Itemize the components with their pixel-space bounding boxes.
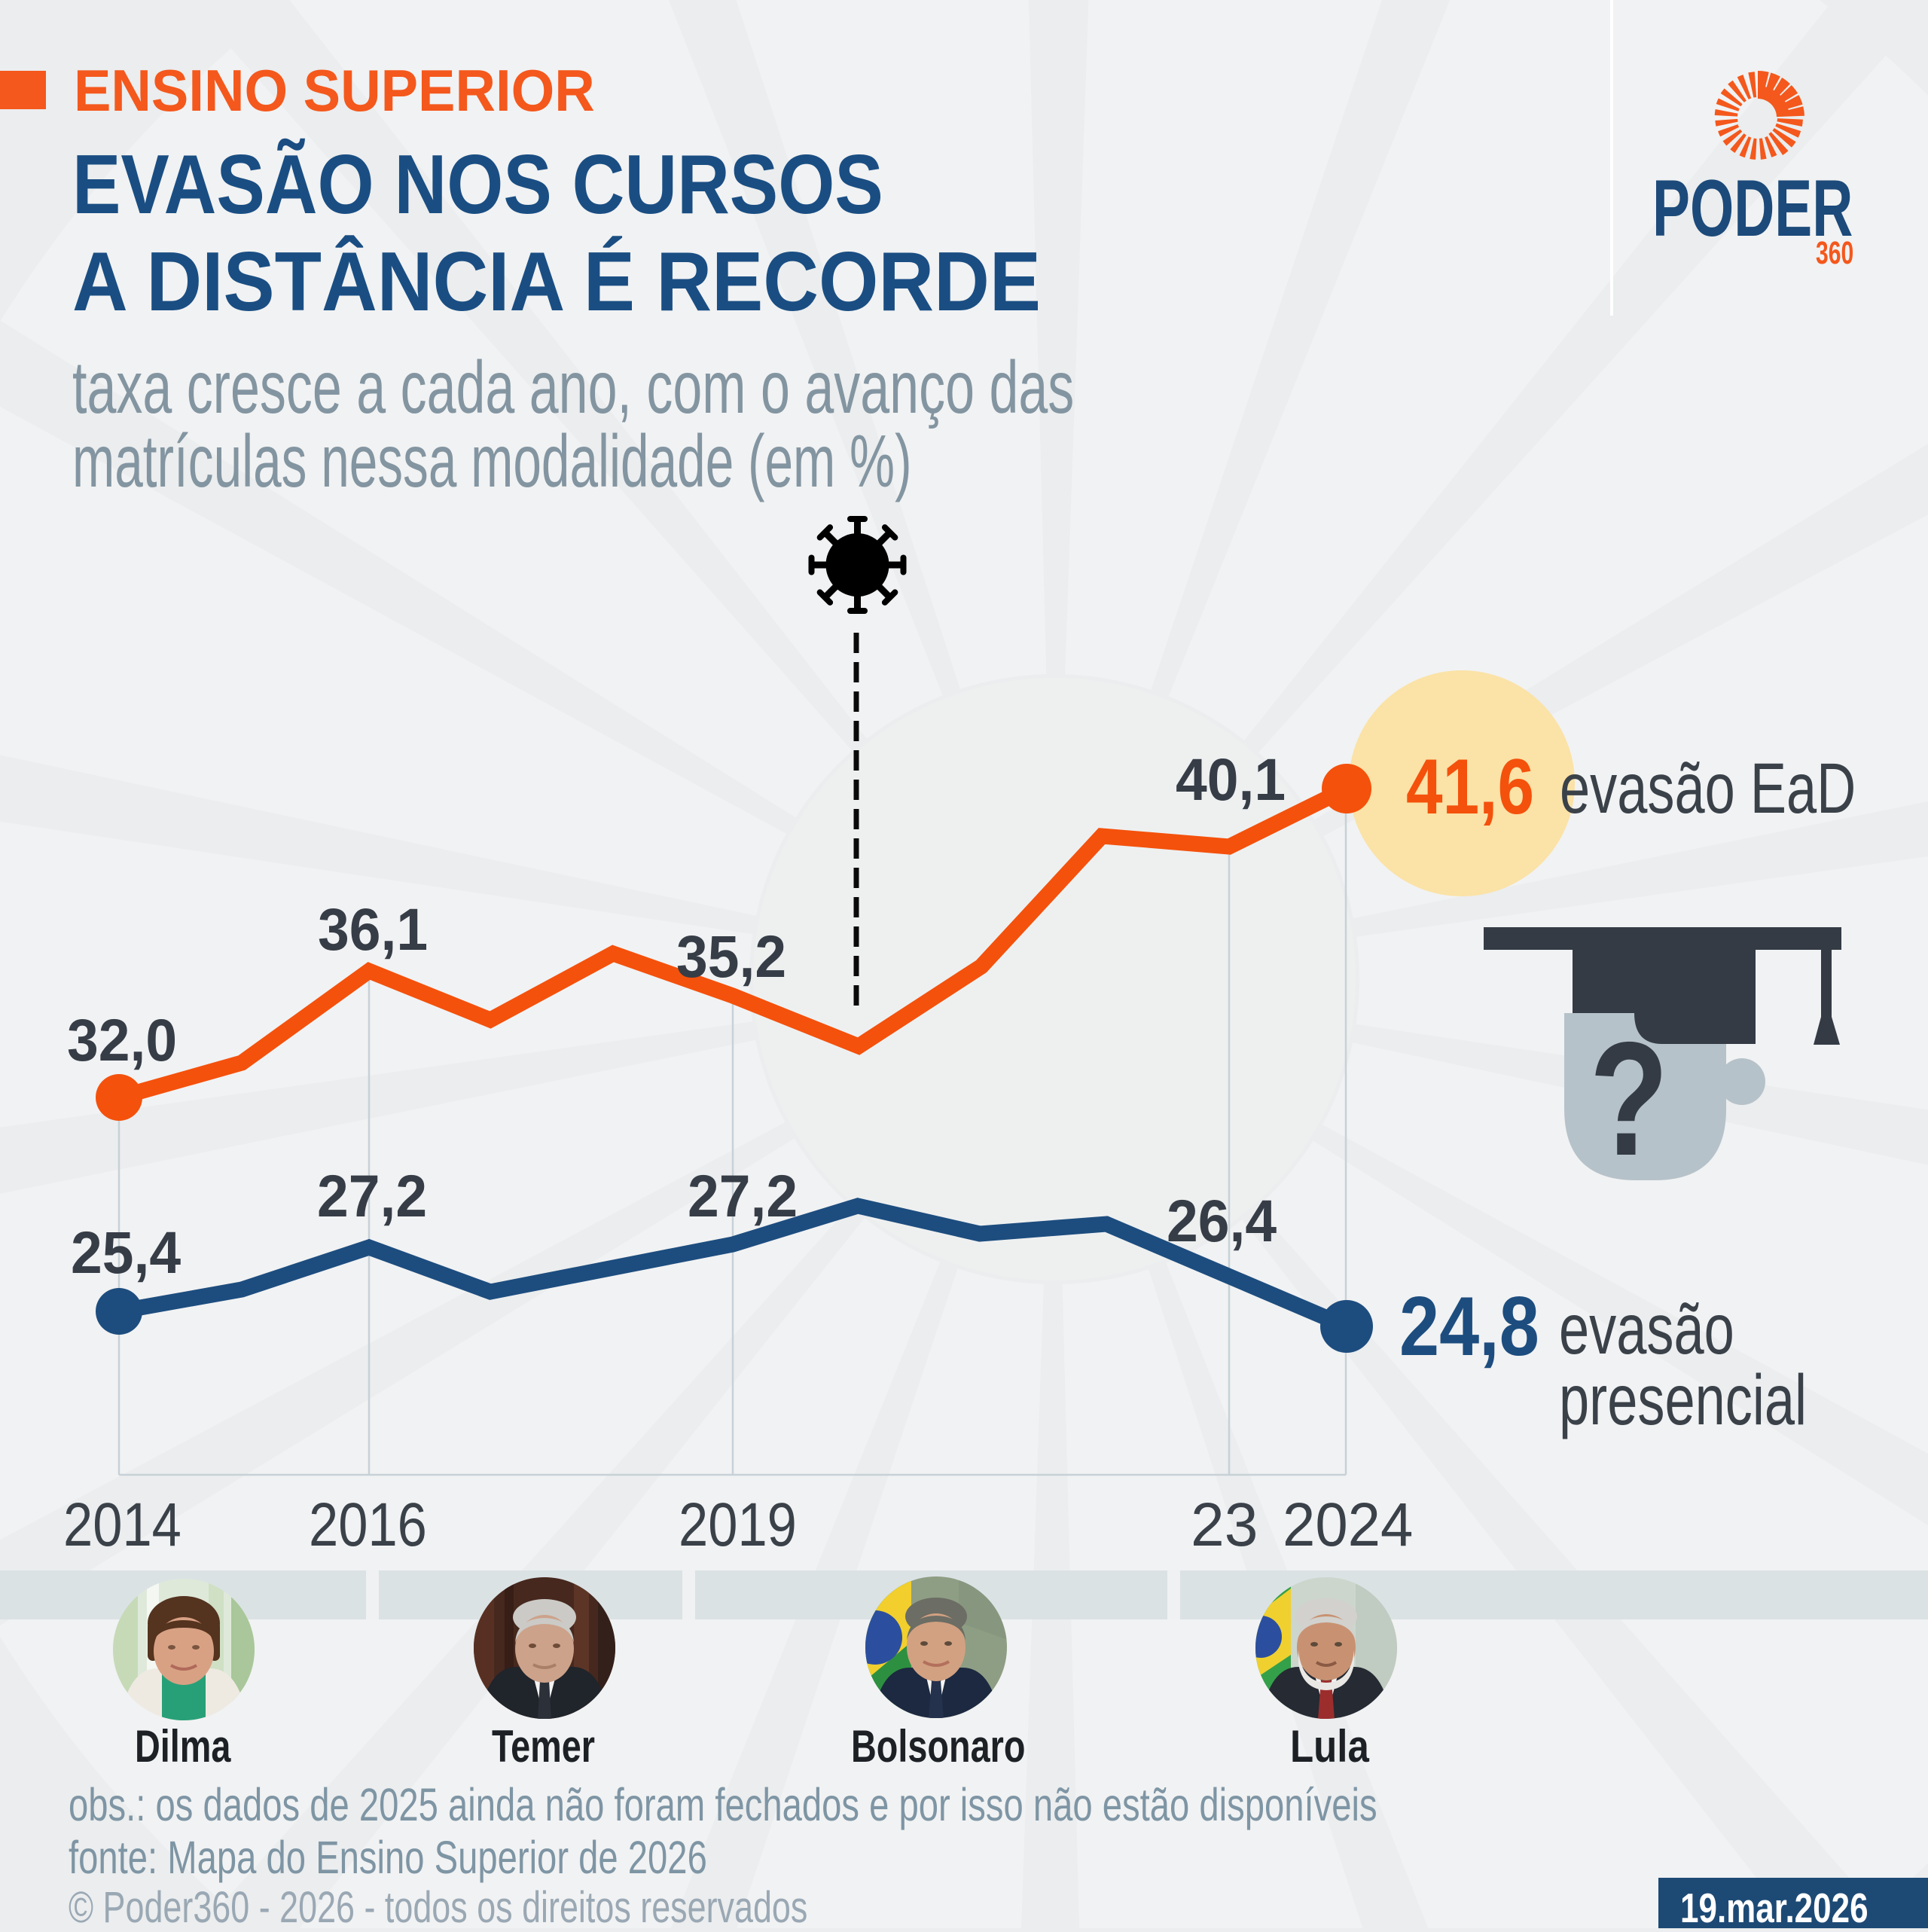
svg-text:?: ? bbox=[1589, 1009, 1668, 1190]
